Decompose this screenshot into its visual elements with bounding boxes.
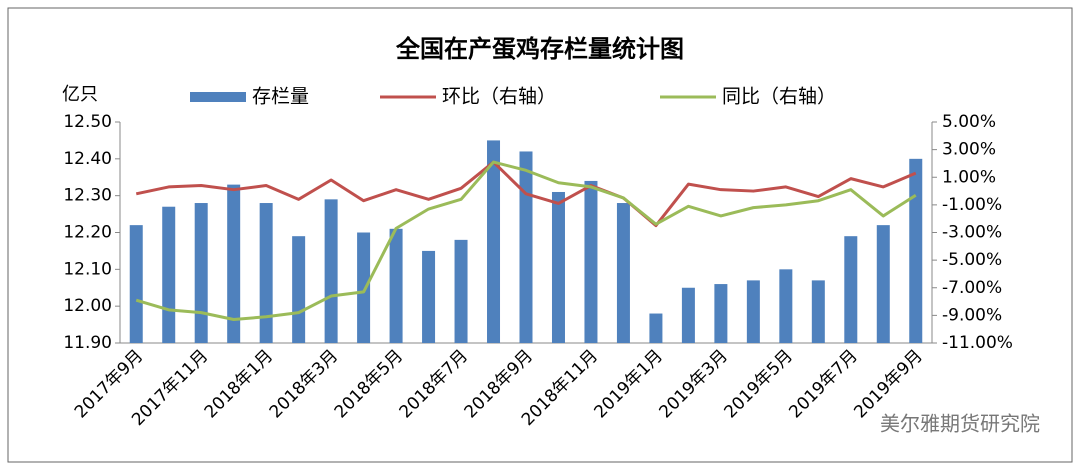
bar: [389, 228, 403, 343]
bar: [292, 236, 306, 343]
y-unit: 亿只: [62, 84, 98, 105]
bar: [584, 180, 598, 343]
bar: [422, 250, 436, 343]
y2-tick-label: -11.00%: [942, 333, 1013, 353]
y-tick-label: 12.30: [63, 186, 112, 206]
chart-title: 全国在产蛋鸡存栏量统计图: [395, 35, 684, 63]
y2-tick-label: -7.00%: [942, 278, 1002, 298]
bar: [194, 203, 208, 343]
bar: [551, 191, 565, 343]
bar: [227, 184, 241, 343]
source: 美尔雅期货研究院: [880, 412, 1040, 436]
y2-tick-label: -3.00%: [942, 223, 1002, 243]
y-tick-label: 11.90: [63, 333, 112, 353]
bar: [454, 239, 468, 343]
bar: [519, 151, 533, 343]
bar: [681, 287, 695, 343]
bar: [324, 199, 338, 343]
y2-tick-label: -5.00%: [942, 250, 1002, 270]
y-tick-label: 12.50: [63, 112, 112, 132]
bar: [129, 225, 143, 343]
y-tick-label: 12.10: [63, 259, 112, 279]
y2-tick-label: -1.00%: [942, 195, 1002, 215]
y2-tick-label: 3.00%: [942, 140, 996, 160]
y-tick-label: 12.20: [63, 223, 112, 243]
legend-label: 存栏量: [252, 86, 309, 108]
bar: [162, 206, 176, 343]
bar: [876, 225, 890, 343]
legend-label: 环比（右轴）: [442, 86, 556, 108]
y2-tick-label: 5.00%: [942, 112, 996, 132]
line-series: [135, 160, 917, 228]
bar: [714, 284, 728, 343]
legend-label: 同比（右轴）: [722, 86, 836, 108]
bar: [811, 280, 825, 343]
y2-tick-label: -9.00%: [942, 305, 1002, 325]
bar: [357, 232, 371, 343]
bar: [909, 158, 923, 343]
bar: [779, 269, 793, 343]
frame: [7, 7, 1073, 463]
legend-swatch: [190, 92, 246, 102]
bar: [259, 203, 273, 343]
bar: [649, 313, 663, 343]
bar: [844, 236, 858, 343]
line-series: [135, 160, 917, 322]
bar: [487, 140, 501, 343]
y-tick-label: 12.40: [63, 149, 112, 169]
bar: [616, 203, 630, 343]
y-tick-label: 12.00: [63, 296, 112, 316]
y2-tick-label: 1.00%: [942, 167, 996, 187]
bar: [746, 280, 760, 343]
